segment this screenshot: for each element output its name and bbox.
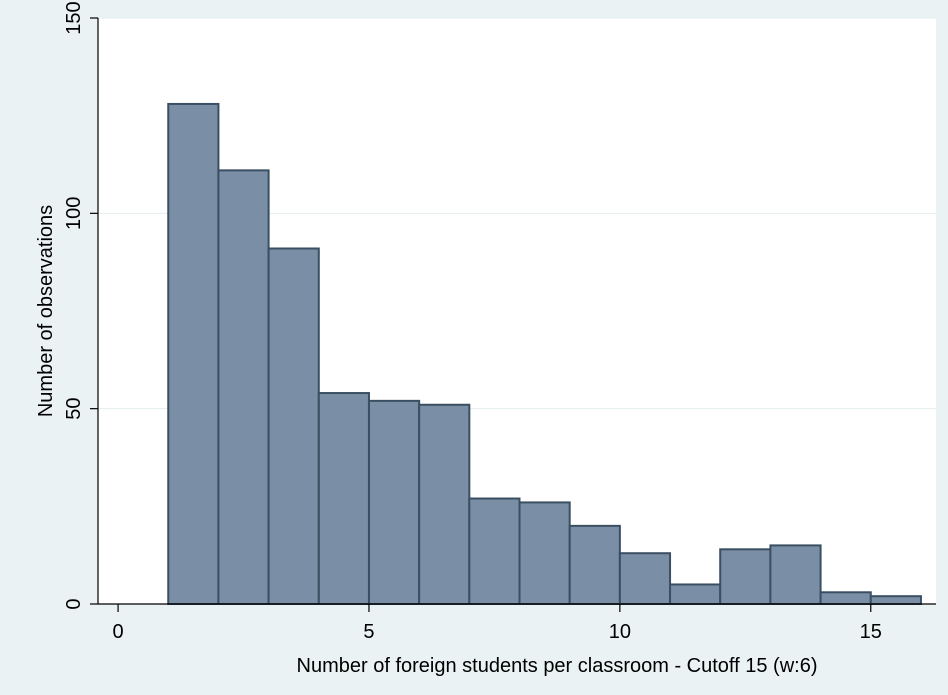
x-tick-label: 5 (363, 621, 374, 643)
histogram-bar (719, 548, 772, 605)
y-tick-label: 50 (63, 398, 85, 420)
bars (167, 102, 922, 606)
histogram-bar (568, 524, 621, 605)
x-tick-label: 15 (860, 621, 882, 643)
histogram-bar (418, 403, 471, 606)
y-tick-label: 150 (63, 1, 85, 34)
histogram-bar (518, 501, 571, 605)
histogram-bar (217, 169, 270, 606)
histogram-bar (869, 595, 922, 605)
histogram-bar (769, 544, 822, 606)
y-tick-label: 100 (63, 197, 85, 230)
histogram-bar (267, 247, 320, 605)
histogram-bar (618, 552, 672, 605)
histogram-bar (819, 591, 872, 606)
histogram-bar (167, 102, 220, 606)
histogram-bar (367, 399, 421, 605)
y-tick-label: 0 (63, 598, 85, 609)
histogram-bar (317, 392, 370, 606)
y-axis-title: Number of observations (35, 205, 57, 417)
x-axis-title: Number of foreign students per classroom… (297, 655, 818, 677)
histogram-bar (468, 497, 521, 605)
x-tick-label: 0 (113, 621, 124, 643)
histogram-bar (669, 583, 722, 606)
x-tick-label: 10 (609, 621, 631, 643)
